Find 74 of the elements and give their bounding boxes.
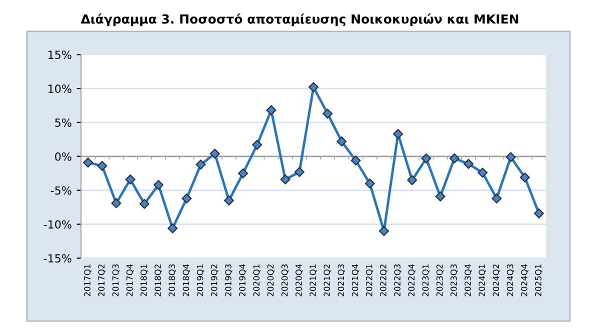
- point: [464, 158, 474, 169]
- point: [224, 196, 234, 206]
- point: [421, 153, 432, 164]
- point: [520, 172, 530, 182]
- point: [294, 167, 304, 177]
- x-tick-label: 2019Q3: [225, 264, 232, 296]
- y-tick-label: -10%: [44, 220, 72, 229]
- point: [449, 153, 460, 164]
- point: [125, 174, 136, 184]
- point: [238, 168, 248, 178]
- point: [182, 193, 192, 204]
- x-tick-label: 2020Q1: [253, 264, 261, 296]
- y-tick-label: 5%: [55, 118, 72, 127]
- point: [336, 136, 347, 146]
- x-tick-label: 2022Q3: [394, 264, 402, 296]
- y-tick-label: 0%: [55, 152, 72, 161]
- x-tick-label: 2017Q3: [112, 264, 120, 296]
- point: [322, 108, 333, 119]
- x-tick-label: 2020Q4: [296, 264, 303, 296]
- x-tick-label: 2020Q2: [267, 264, 275, 296]
- x-tick-label: 2020Q3: [281, 264, 289, 296]
- x-tick-label: 2017Q4: [126, 264, 134, 296]
- x-tick-label: 2021Q4: [352, 264, 360, 296]
- point: [364, 178, 375, 189]
- chart-title: Διάγραμμα 3. Ποσοστό αποταμίευσης Νοικοκυριών και ΜΚΙΕΝ: [80, 14, 518, 26]
- x-tick-label: 2017Q2: [98, 264, 106, 296]
- point: [378, 226, 389, 236]
- point: [154, 180, 164, 190]
- point: [111, 198, 122, 208]
- point: [478, 168, 488, 178]
- point: [210, 148, 220, 159]
- x-tick-label: 2023Q4: [464, 264, 472, 296]
- point: [168, 223, 178, 234]
- x-tick-label: 2018Q1: [140, 264, 148, 296]
- x-tick-label: 2023Q1: [422, 264, 430, 296]
- x-tick-label: 2019Q4: [239, 264, 246, 296]
- point: [139, 198, 150, 209]
- x-tick-label: 2024Q3: [506, 264, 514, 296]
- point: [435, 191, 446, 202]
- x-tick-label: 2019Q2: [210, 264, 218, 296]
- x-tick-label: 2024Q1: [478, 264, 486, 296]
- y-tick-label: -5%: [50, 186, 72, 195]
- x-tick-label: 2024Q2: [492, 264, 500, 296]
- x-tick-label: 2018Q3: [168, 264, 176, 296]
- y-tick-label: 10%: [48, 84, 72, 93]
- x-tick-label: 2023Q3: [450, 264, 458, 296]
- x-tick-label: 2018Q2: [154, 264, 162, 296]
- point: [407, 175, 418, 186]
- point: [266, 105, 276, 116]
- point: [506, 152, 516, 162]
- point: [534, 208, 544, 218]
- point: [83, 158, 94, 168]
- point: [492, 193, 502, 204]
- x-tick-label: 2023Q2: [436, 264, 444, 296]
- x-tick-label: 2018Q4: [182, 264, 190, 296]
- x-tick-label: 2022Q4: [408, 264, 416, 296]
- point: [196, 160, 206, 170]
- x-tick-label: 2022Q1: [366, 264, 374, 296]
- x-tick-label: 2021Q2: [324, 264, 331, 296]
- x-tick-label: 2021Q1: [310, 264, 317, 296]
- point: [97, 160, 108, 171]
- point: [350, 155, 361, 166]
- x-tick-label: 2024Q4: [520, 264, 528, 296]
- point: [280, 174, 290, 184]
- point: [393, 129, 404, 139]
- x-tick-label: 2017Q1: [84, 264, 92, 296]
- x-tick-label: 2025Q1: [535, 264, 542, 296]
- x-tick-label: 2021Q3: [338, 264, 346, 296]
- x-tick-label: 2022Q2: [380, 264, 388, 296]
- point: [252, 140, 262, 150]
- x-tick-label: 2019Q1: [196, 264, 204, 296]
- y-tick-label: 15%: [48, 50, 72, 59]
- point: [308, 82, 318, 92]
- y-tick-label: -15%: [44, 254, 72, 263]
